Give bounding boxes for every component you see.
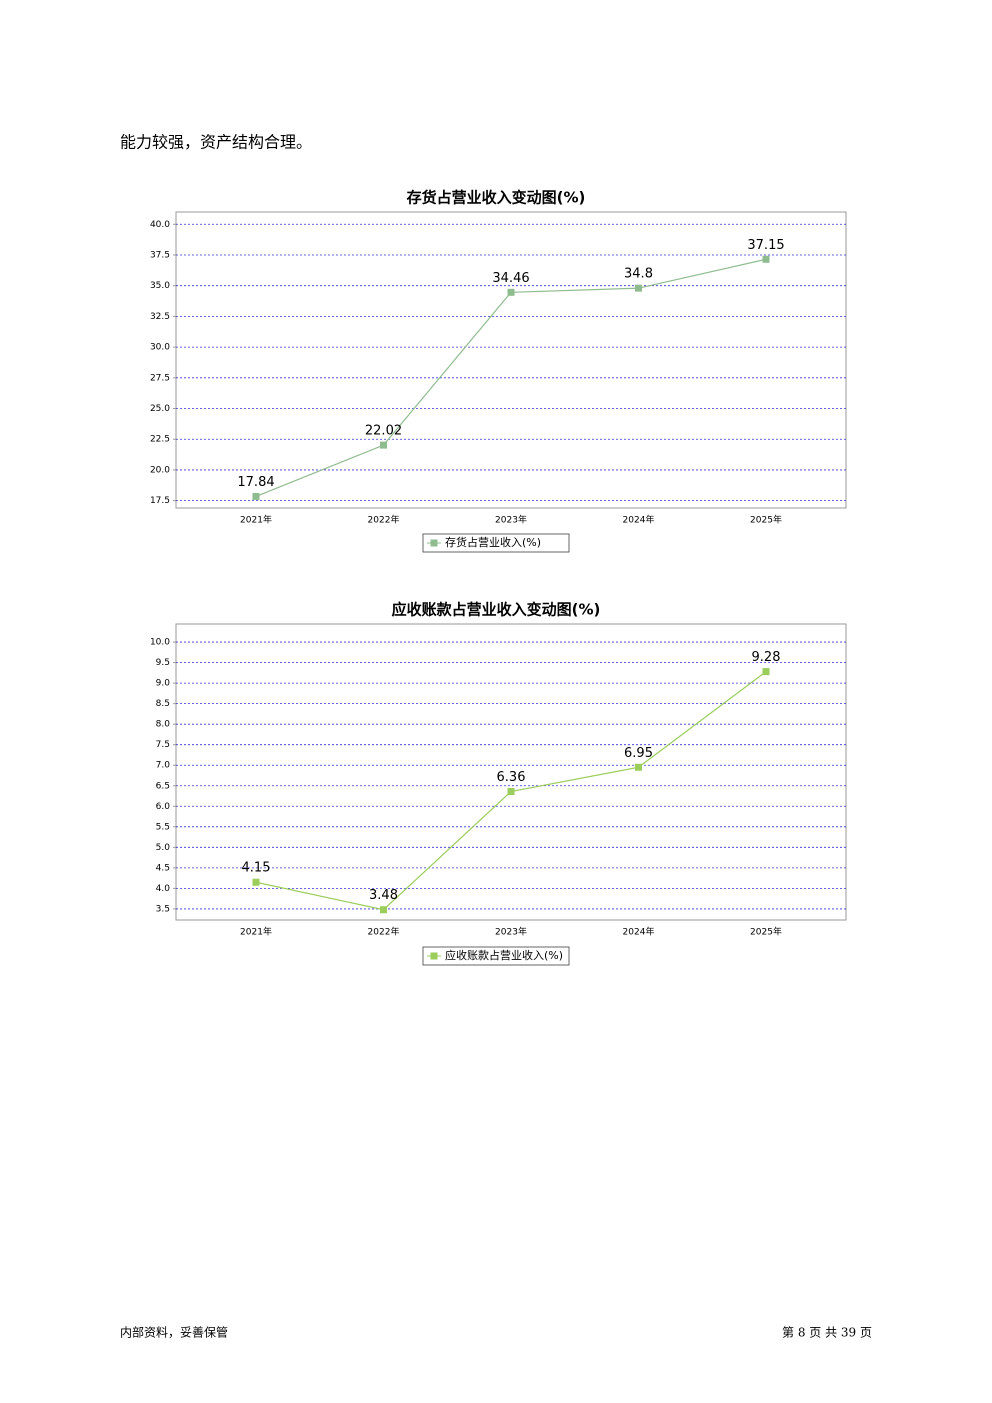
y-tick-label: 9.5 <box>156 658 170 668</box>
x-tick-label: 2025年 <box>750 514 782 526</box>
y-tick-label: 3.5 <box>156 904 170 914</box>
y-tick-label: 27.5 <box>150 373 170 383</box>
y-tick-label: 22.5 <box>150 435 170 445</box>
data-label: 3.48 <box>369 888 398 903</box>
y-tick-label: 30.0 <box>150 343 170 353</box>
data-label: 9.28 <box>752 650 781 665</box>
data-label: 22.02 <box>365 424 402 439</box>
y-tick-label: 20.0 <box>150 465 170 475</box>
y-tick-label: 7.5 <box>156 740 170 750</box>
x-tick-label: 2021年 <box>240 514 272 526</box>
y-tick-label: 6.5 <box>156 781 170 791</box>
data-label: 6.36 <box>497 770 526 785</box>
data-label: 6.95 <box>624 746 653 761</box>
point-marker <box>380 441 387 449</box>
x-tick-label: 2021年 <box>240 926 272 938</box>
y-tick-label: 4.5 <box>156 863 170 873</box>
x-tick-label: 2023年 <box>495 514 527 526</box>
x-tick-label: 2025年 <box>750 926 782 938</box>
data-label: 17.84 <box>237 475 274 490</box>
y-tick-label: 17.5 <box>150 496 170 506</box>
y-tick-label: 8.5 <box>156 699 170 709</box>
data-label: 34.8 <box>624 267 653 282</box>
legend-box <box>422 946 570 966</box>
y-tick-label: 5.5 <box>156 822 170 832</box>
y-tick-label: 25.0 <box>150 404 170 414</box>
legend-label: 应收账款占营业收入(%) <box>445 948 563 962</box>
x-tick-label: 2022年 <box>368 926 400 938</box>
x-tick-label: 2024年 <box>623 514 655 526</box>
y-tick-label: 4.0 <box>156 884 171 894</box>
y-tick-label: 32.5 <box>150 312 170 322</box>
y-tick-label: 8.0 <box>156 720 171 730</box>
data-label: 4.15 <box>242 861 271 876</box>
point-marker <box>252 878 260 886</box>
data-label: 37.15 <box>747 238 784 253</box>
point-marker <box>252 492 260 500</box>
footer-left: 内部资料，妥善保管 <box>120 1325 228 1340</box>
y-tick-label: 6.0 <box>156 802 171 812</box>
point-marker <box>762 255 770 263</box>
y-tick-label: 9.0 <box>156 679 171 689</box>
point-marker <box>762 668 770 676</box>
plot-area <box>175 623 847 921</box>
y-tick-label: 40.0 <box>150 220 170 230</box>
point-marker <box>380 906 387 914</box>
legend-box <box>422 533 570 553</box>
y-tick-label: 37.5 <box>150 250 170 260</box>
x-tick-label: 2022年 <box>368 514 400 526</box>
point-marker <box>635 284 642 292</box>
chart-title: 应收账款占营业收入变动图(%) <box>392 601 601 619</box>
point-marker <box>507 288 515 296</box>
y-tick-label: 35.0 <box>150 281 170 291</box>
chart-title: 存货占营业收入变动图(%) <box>407 189 586 207</box>
legend-marker <box>430 539 438 547</box>
y-tick-label: 5.0 <box>156 843 171 853</box>
y-tick-label: 7.0 <box>156 761 171 771</box>
point-marker <box>635 763 642 771</box>
body-text: 能力较强，资产结构合理。 <box>120 133 312 152</box>
point-marker <box>507 788 515 796</box>
plot-area <box>175 211 847 509</box>
legend-label: 存货占营业收入(%) <box>445 535 541 549</box>
y-tick-label: 10.0 <box>150 638 170 648</box>
x-tick-label: 2023年 <box>495 926 527 938</box>
legend-marker <box>430 952 438 960</box>
x-tick-label: 2024年 <box>623 926 655 938</box>
data-label: 34.46 <box>492 271 529 286</box>
footer-right: 第 8 页 共 39 页 <box>782 1326 872 1340</box>
